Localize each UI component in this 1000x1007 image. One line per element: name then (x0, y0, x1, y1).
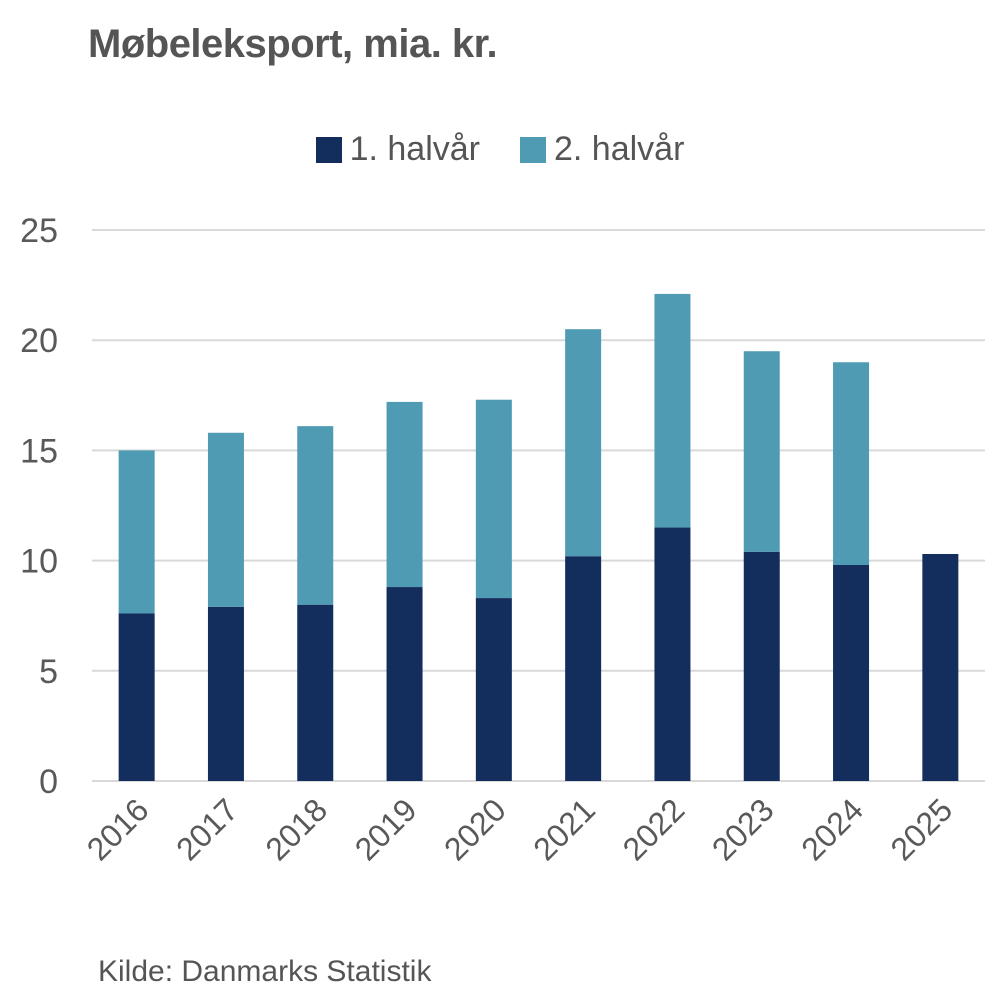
chart-title: Møbeleksport, mia. kr. (88, 22, 498, 66)
bar-first-half-2016 (118, 613, 155, 781)
bar-second-half-2019 (386, 401, 423, 588)
x-tick-label: 2025 (884, 791, 960, 867)
bar-first-half-2019 (386, 587, 423, 781)
x-tick-label: 2019 (348, 791, 424, 867)
legend-item-second-half: 2. halvår (520, 130, 684, 169)
bar-first-half-2018 (297, 604, 334, 781)
x-tick-label: 2018 (258, 791, 334, 867)
bar-second-half-2023 (743, 351, 780, 552)
x-tick-label: 2016 (80, 791, 156, 867)
bar-second-half-2020 (475, 399, 512, 599)
x-tick-label: 2020 (437, 791, 513, 867)
y-tick-label: 5 (39, 653, 58, 691)
y-tick-label: 10 (20, 543, 58, 581)
x-tick-label: 2022 (616, 791, 692, 867)
legend-swatch-second-half (520, 136, 546, 163)
bar-second-half-2021 (565, 329, 602, 557)
bar-second-half-2022 (654, 293, 691, 528)
y-tick-label: 20 (20, 322, 58, 360)
bar-first-half-2023 (743, 551, 780, 781)
legend-swatch-first-half (315, 136, 342, 163)
source-note: Kilde: Danmarks Statistik (98, 955, 432, 988)
bar-first-half-2024 (833, 565, 870, 781)
bar-second-half-2016 (118, 450, 155, 614)
legend: 1. halvår 2. halvår (0, 130, 1000, 169)
x-tick-label: 2017 (169, 791, 245, 867)
x-tick-label: 2024 (794, 791, 870, 867)
bar-first-half-2021 (565, 556, 602, 781)
bar-first-half-2017 (207, 606, 244, 781)
bar-first-half-2022 (654, 527, 691, 781)
bar-second-half-2018 (297, 426, 334, 605)
legend-label: 2. halvår (554, 130, 685, 168)
y-tick-label: 25 (20, 212, 58, 250)
bar-first-half-2025 (922, 553, 959, 781)
y-tick-label: 0 (39, 763, 58, 801)
bar-second-half-2024 (833, 362, 870, 566)
x-tick-label: 2021 (526, 791, 602, 867)
y-tick-label: 15 (20, 432, 58, 470)
bar-second-half-2017 (207, 432, 244, 607)
legend-label: 1. halvår (349, 130, 480, 168)
bar-first-half-2020 (475, 598, 512, 781)
legend-item-first-half: 1. halvår (315, 130, 480, 169)
x-tick-label: 2023 (705, 791, 781, 867)
